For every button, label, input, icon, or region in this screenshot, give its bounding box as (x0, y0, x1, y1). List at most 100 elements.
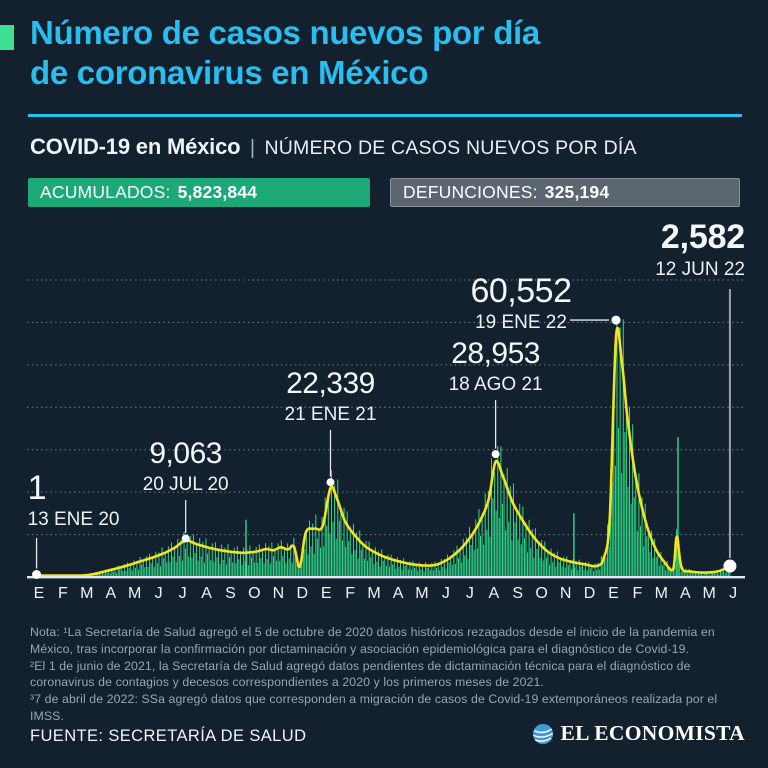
daily-bar (222, 559, 224, 577)
daily-bar (682, 566, 684, 577)
daily-bar (298, 568, 300, 577)
daily-bar (398, 566, 400, 577)
daily-bar (378, 551, 380, 577)
daily-bar (357, 558, 359, 577)
daily-bar (280, 540, 282, 577)
daily-bar (345, 546, 347, 577)
daily-bar (586, 570, 588, 577)
daily-bar (569, 560, 571, 577)
daily-bar (720, 568, 722, 577)
daily-bar (421, 563, 423, 577)
daily-bar (666, 560, 668, 577)
daily-bar (376, 561, 378, 577)
daily-bar (194, 553, 196, 577)
daily-bar (362, 545, 364, 577)
x-axis-label: F (58, 585, 68, 602)
daily-bar (330, 470, 332, 577)
x-axis-label: J (178, 585, 187, 602)
daily-bar (335, 538, 337, 577)
daily-bar (454, 563, 456, 577)
daily-bar (370, 557, 372, 577)
daily-bar (462, 538, 464, 577)
daily-bar (563, 556, 565, 577)
daily-bar (106, 572, 108, 577)
daily-bar (260, 557, 262, 577)
daily-bar (489, 536, 491, 577)
daily-bar (592, 571, 594, 577)
daily-bar (294, 557, 296, 577)
daily-bar (501, 504, 503, 577)
daily-bar (224, 547, 226, 577)
daily-bar (109, 573, 111, 577)
daily-bar (299, 563, 301, 577)
daily-bar (418, 562, 420, 577)
daily-bar (484, 493, 486, 577)
chart-kicker: COVID-19 en México | NÚMERO DE CASOS NUE… (30, 134, 637, 160)
daily-bar (705, 574, 707, 577)
daily-bar (445, 568, 447, 577)
daily-bar (487, 490, 489, 577)
daily-bar (514, 522, 516, 577)
x-axis-label: M (367, 585, 381, 602)
daily-bar (440, 559, 442, 577)
daily-bar (447, 554, 449, 577)
daily-bar (475, 519, 477, 577)
x-axis-line (27, 576, 745, 579)
daily-bar (141, 564, 143, 577)
daily-bar (483, 544, 485, 577)
kicker-separator: | (249, 137, 256, 159)
daily-bar (574, 567, 576, 577)
daily-bar (161, 547, 163, 577)
daily-bar (436, 568, 438, 577)
daily-bar (538, 544, 540, 577)
daily-bar (503, 474, 505, 577)
daily-bar (520, 544, 522, 577)
daily-bar (453, 550, 455, 577)
annotation-first-wave-peak: 9,063 20 JUL 20 (76, 437, 296, 496)
daily-bar (655, 557, 657, 577)
daily-bar (459, 548, 461, 577)
daily-bar (531, 529, 533, 577)
daily-bar (691, 571, 693, 577)
daily-bar (564, 567, 566, 577)
daily-bar (178, 556, 180, 577)
daily-bar (123, 564, 125, 577)
daily-bar (613, 390, 615, 577)
daily-bar (707, 571, 709, 577)
daily-bar (131, 570, 133, 577)
annotation-date: 12 JUN 22 (655, 259, 745, 280)
annotation-third-wave-peak: 28,953 18 AGO 21 (386, 337, 606, 396)
daily-bar (522, 506, 524, 577)
daily-bar (332, 521, 334, 577)
daily-bar (112, 571, 114, 577)
daily-bar (337, 479, 339, 577)
daily-bar (276, 560, 278, 577)
x-axis-label: M (654, 585, 668, 602)
daily-bar (385, 565, 387, 577)
daily-bar (127, 562, 129, 577)
daily-bar (382, 560, 384, 577)
daily-bar (232, 562, 234, 577)
daily-bar (570, 569, 572, 577)
x-axis-label: J (441, 585, 450, 602)
daily-bar (553, 552, 555, 577)
daily-bar (283, 546, 285, 577)
badge-acumulados-label: ACUMULADOS: (40, 182, 171, 202)
daily-bar (125, 570, 127, 577)
daily-bar (701, 572, 703, 577)
daily-bar (561, 566, 563, 577)
daily-bar (478, 508, 480, 577)
daily-bar (153, 566, 155, 577)
daily-bar (100, 574, 102, 577)
daily-bar (367, 560, 369, 577)
daily-bar (500, 446, 502, 577)
daily-bar (425, 562, 427, 577)
daily-bar (497, 446, 499, 577)
annotation-value: 60,552 (470, 272, 572, 310)
daily-bar (589, 568, 591, 577)
daily-bar (516, 512, 518, 577)
daily-bar (263, 563, 265, 577)
daily-bar (588, 561, 590, 577)
daily-bar (197, 560, 199, 577)
daily-bar (243, 547, 245, 577)
